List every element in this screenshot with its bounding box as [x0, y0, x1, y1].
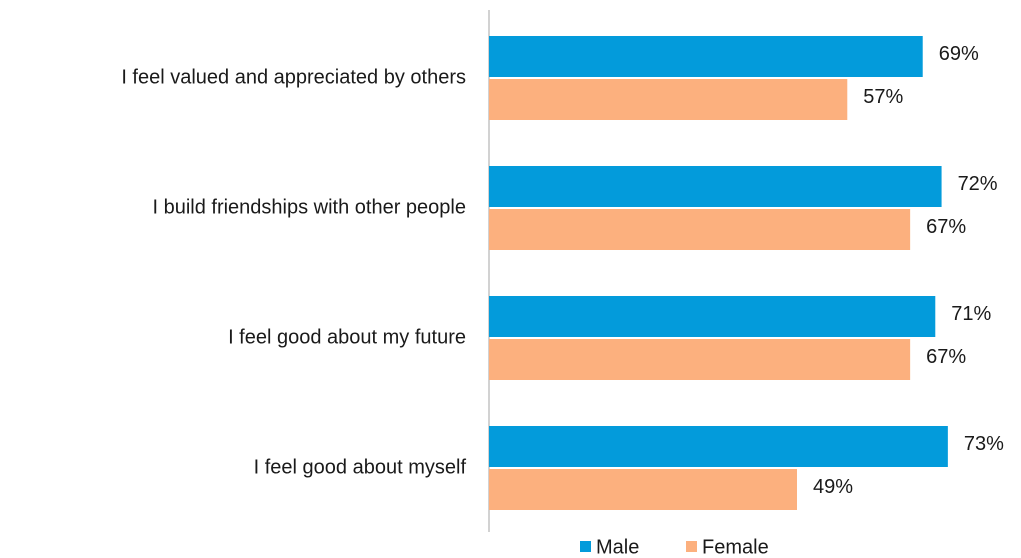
legend-swatch [686, 541, 697, 552]
data-label: 67% [926, 346, 966, 368]
data-label: 67% [926, 216, 966, 238]
y-tick-label: I feel good about my future [228, 326, 466, 348]
bar [489, 296, 936, 337]
data-label: 72% [958, 173, 998, 195]
data-label: 73% [964, 433, 1004, 455]
bar [489, 209, 911, 250]
bar [489, 79, 848, 120]
data-label: 69% [939, 43, 979, 65]
bar [489, 469, 797, 510]
legend-label: Male [596, 536, 639, 558]
y-tick-label: I feel good about myself [254, 456, 467, 478]
data-label: 71% [951, 303, 991, 325]
data-label: 57% [863, 86, 903, 108]
bar [489, 36, 923, 77]
legend-label: Female [702, 536, 769, 558]
bar [489, 339, 911, 380]
bar [489, 166, 942, 207]
legend-swatch [580, 541, 591, 552]
bar [489, 426, 948, 467]
y-tick-label: I build friendships with other people [152, 196, 466, 218]
y-tick-label: I feel valued and appreciated by others [121, 66, 466, 88]
data-label: 49% [813, 476, 853, 498]
